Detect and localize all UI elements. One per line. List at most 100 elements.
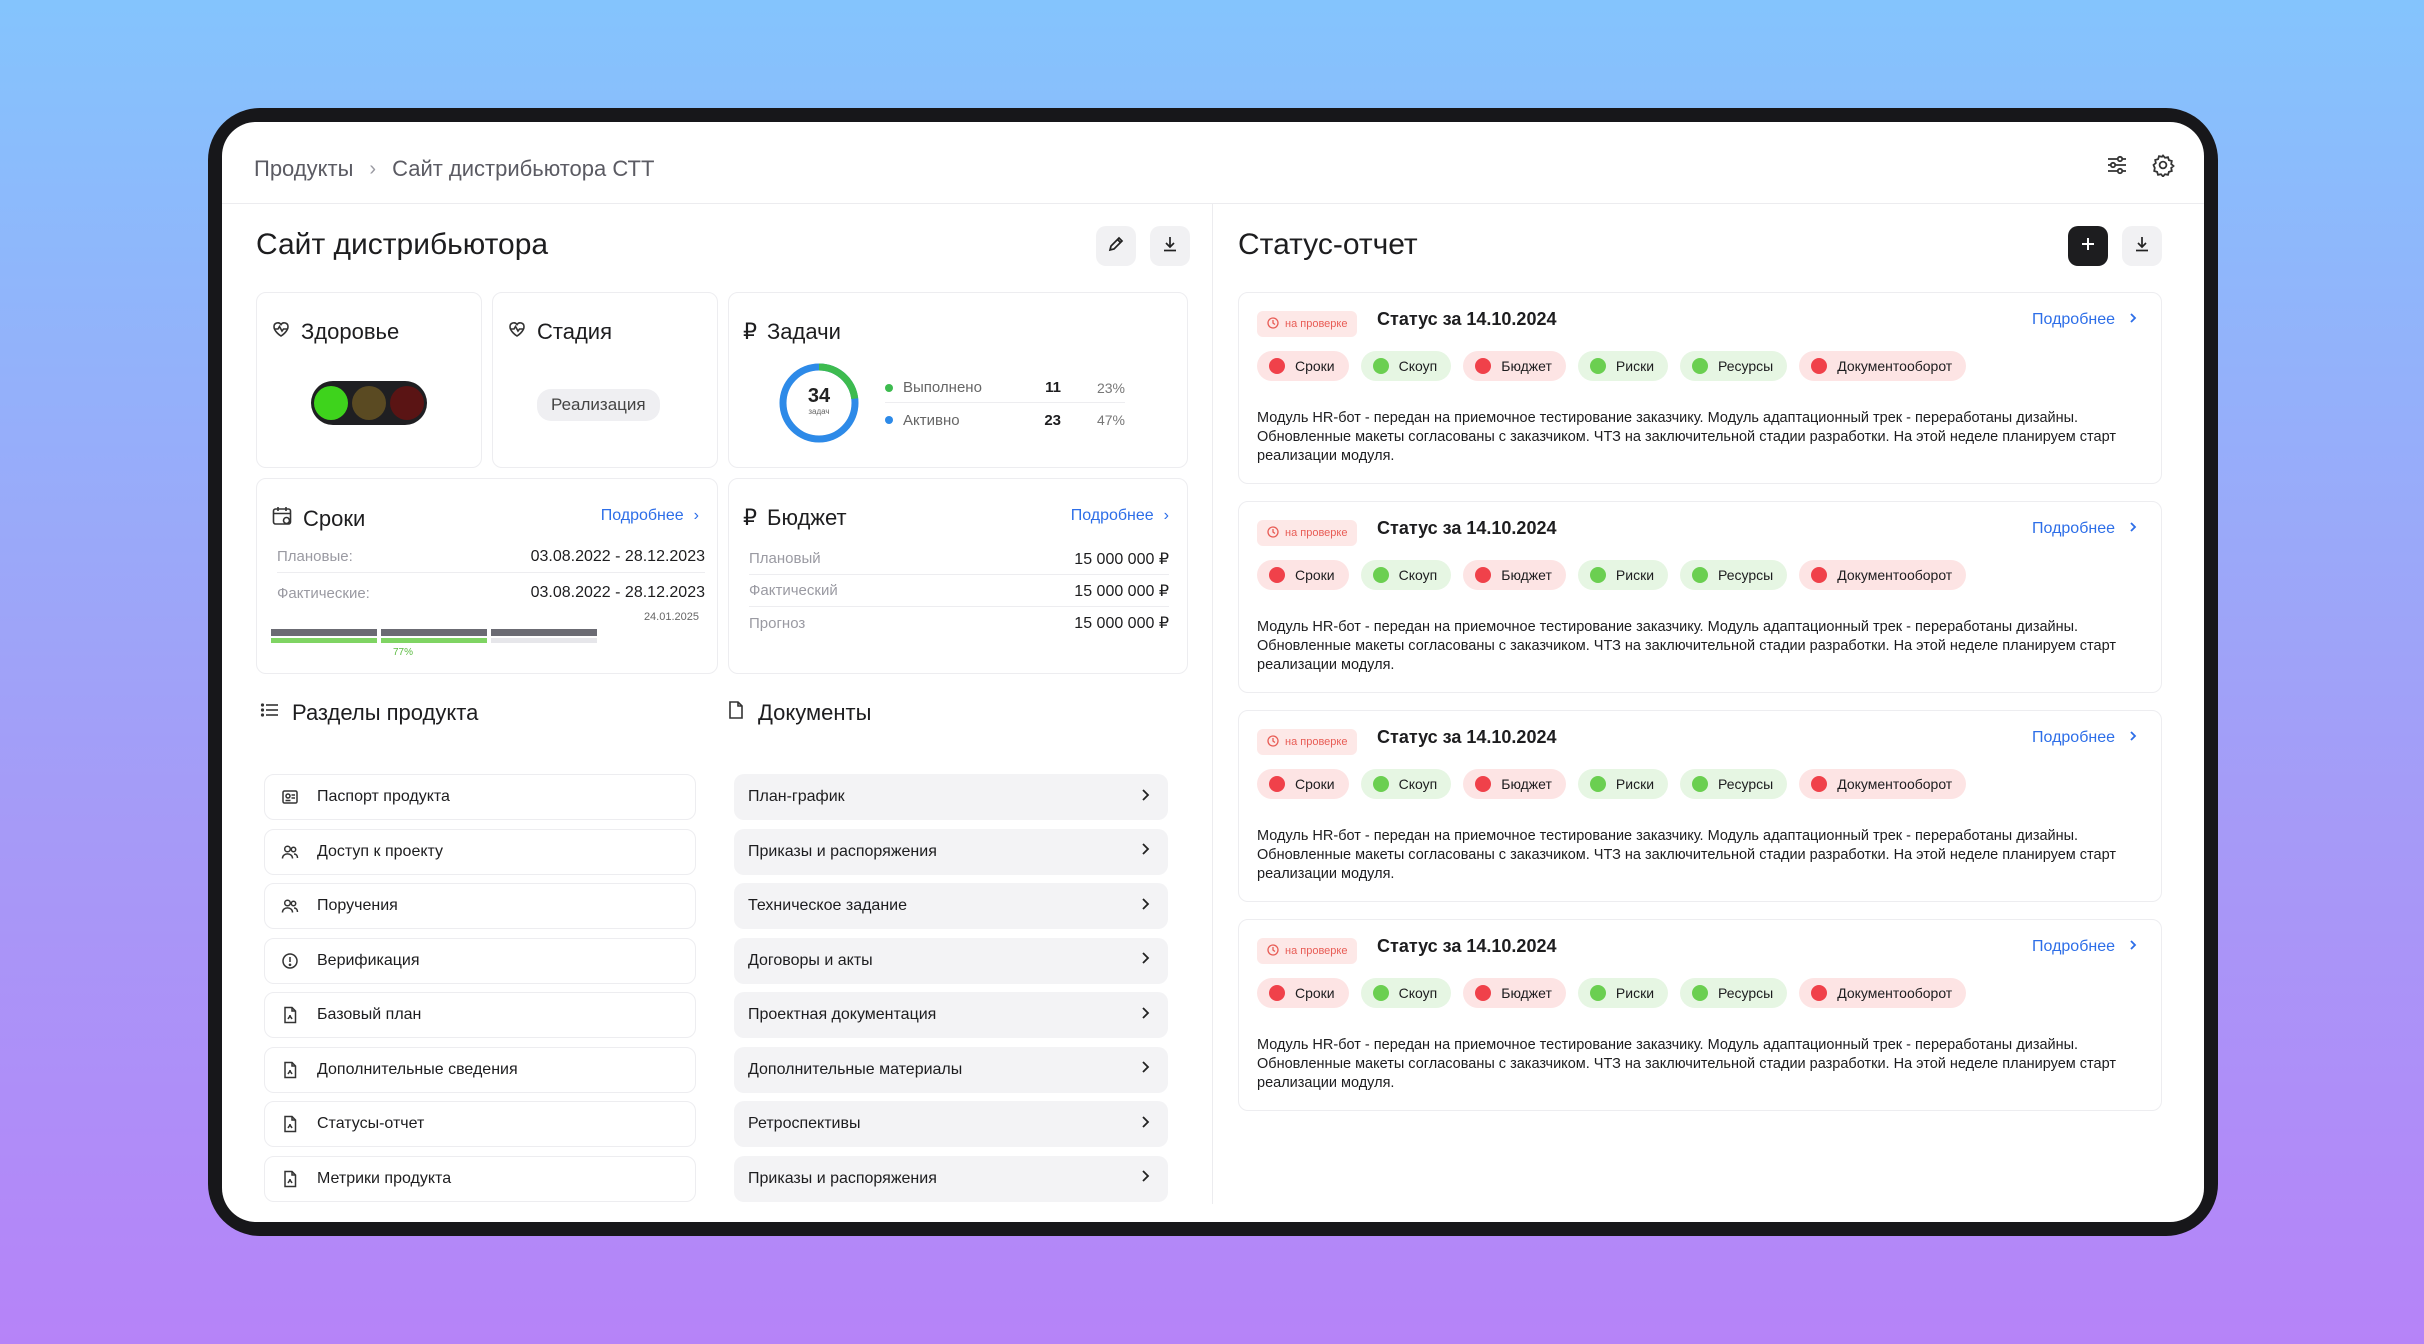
progress-segment bbox=[271, 629, 377, 645]
document-item[interactable]: Ретроспективы bbox=[734, 1101, 1168, 1147]
status-tag: Бюджет bbox=[1463, 351, 1566, 381]
add-report-button[interactable] bbox=[2068, 226, 2108, 266]
document-item-label: План-график bbox=[748, 788, 845, 805]
stage-card: Стадия Реализация bbox=[492, 292, 718, 468]
status-tag: Скоуп bbox=[1360, 769, 1452, 799]
document-item-label: Договоры и акты bbox=[748, 951, 873, 969]
edit-button[interactable] bbox=[1096, 226, 1136, 266]
section-item[interactable]: Базовый план bbox=[264, 992, 696, 1038]
status-dot-icon bbox=[1589, 567, 1606, 583]
document-item[interactable]: Приказы и распоряжения bbox=[734, 1155, 1168, 1202]
document-item[interactable]: Проектная документация bbox=[734, 992, 1168, 1038]
status-dot-icon bbox=[1372, 567, 1389, 583]
status-tag: Скоуп bbox=[1360, 351, 1452, 381]
budget-row: Плановый 15 000 000 ₽ bbox=[749, 543, 1169, 575]
document-item-label: Приказы и распоряжения bbox=[748, 842, 937, 860]
chevron-right-icon bbox=[1138, 1115, 1152, 1134]
budget-row: Фактический 15 000 000 ₽ bbox=[749, 575, 1169, 607]
progress-segment bbox=[491, 629, 597, 645]
document-item-label: Приказы и распоряжения bbox=[748, 1169, 937, 1187]
today-date: 24.01.2025 bbox=[643, 611, 699, 623]
status-tags: Сроки Скоуп Бюджет Риски Ресурсы Документообо… bbox=[1257, 769, 1967, 799]
report-more-link[interactable]: Подробнее bbox=[2032, 311, 2139, 329]
document-item[interactable]: Договоры и акты bbox=[734, 937, 1168, 984]
budget-title: ₽ Бюджет bbox=[743, 505, 847, 530]
status-report-card: на проверке Статус за 14.10.2024 Подробнее… bbox=[1238, 710, 2162, 902]
status-tag: Сроки bbox=[1257, 978, 1349, 1008]
section-item-label: Базовый план bbox=[317, 1006, 422, 1023]
status-tag: Документооборот bbox=[1799, 351, 1967, 381]
stage-title: Стадия bbox=[507, 319, 612, 345]
document-item-label: Техническое задание bbox=[748, 897, 907, 914]
filter-sliders-icon[interactable] bbox=[2104, 152, 2130, 178]
breadcrumb-products[interactable]: Продукты bbox=[254, 156, 354, 181]
chevron-right-icon bbox=[1138, 1169, 1152, 1188]
active-dot-icon bbox=[885, 416, 893, 424]
page-title: Сайт дистрибьютора bbox=[256, 228, 549, 261]
status-tag: Скоуп bbox=[1360, 978, 1452, 1008]
report-text: Модуль HR-бот - передан на приемочное те… bbox=[1257, 1037, 2116, 1091]
section-item[interactable]: Поручения bbox=[264, 883, 696, 929]
status-dot-icon bbox=[1589, 358, 1606, 374]
ruble-icon: ₽ bbox=[743, 319, 757, 344]
status-dot-icon bbox=[1475, 776, 1492, 792]
tasks-card: ₽ Задачи 34 задач Выполнено 11 23% Актив… bbox=[728, 292, 1188, 468]
report-text: Модуль HR-бот - передан на приемочное те… bbox=[1257, 410, 2116, 464]
status-dot-icon bbox=[1692, 567, 1709, 583]
document-item[interactable]: План-график bbox=[734, 774, 1168, 820]
chevron-right-icon bbox=[1138, 897, 1152, 916]
status-dot-icon bbox=[1811, 776, 1828, 792]
section-item-label: Статусы-отчет bbox=[317, 1115, 425, 1132]
section-item[interactable]: Дополнительные сведения bbox=[264, 1046, 696, 1093]
report-text: Модуль HR-бот - передан на приемочное те… bbox=[1257, 619, 2116, 673]
download-button[interactable] bbox=[2122, 226, 2162, 266]
budget-more-link[interactable]: Подробнее › bbox=[1070, 507, 1169, 524]
status-tags: Сроки Скоуп Бюджет Риски Ресурсы Документообо… bbox=[1257, 560, 1967, 590]
status-dot-icon bbox=[1811, 985, 1828, 1001]
status-report-title: Статус-отчет bbox=[1238, 228, 1418, 261]
section-item[interactable]: Верификация bbox=[264, 937, 696, 984]
status-tag: Скоуп bbox=[1360, 560, 1452, 590]
document-icon bbox=[726, 700, 746, 726]
section-item[interactable]: Паспорт продукта bbox=[264, 774, 696, 820]
document-item[interactable]: Техническое задание bbox=[734, 883, 1168, 929]
review-badge: на проверке bbox=[1257, 729, 1358, 755]
chevron-right-icon bbox=[2127, 311, 2139, 329]
product-actions bbox=[1096, 226, 1190, 266]
status-dot-icon bbox=[1811, 567, 1828, 583]
chevron-right-icon bbox=[2127, 520, 2139, 538]
document-item[interactable]: Приказы и распоряжения bbox=[734, 828, 1168, 875]
alert-circle-icon bbox=[279, 950, 301, 972]
status-dot-icon bbox=[1269, 567, 1285, 583]
chevron-right-icon bbox=[2127, 938, 2139, 956]
file-icon bbox=[279, 1113, 301, 1135]
download-button[interactable] bbox=[1150, 226, 1190, 266]
report-more-link[interactable]: Подробнее bbox=[2032, 938, 2139, 956]
section-item[interactable]: Метрики продукта bbox=[264, 1155, 696, 1202]
traffic-light-green bbox=[314, 386, 348, 420]
section-item[interactable]: Доступ к проекту bbox=[264, 828, 696, 875]
chevron-right-icon bbox=[1138, 842, 1152, 861]
status-report-actions bbox=[2068, 226, 2162, 266]
document-item[interactable]: Дополнительные материалы bbox=[734, 1046, 1168, 1093]
status-tag: Риски bbox=[1577, 769, 1669, 799]
chevron-right-icon bbox=[1138, 1006, 1152, 1025]
status-tag: Сроки bbox=[1257, 769, 1349, 799]
file-icon bbox=[279, 1059, 301, 1081]
report-more-link[interactable]: Подробнее bbox=[2032, 729, 2139, 747]
column-divider bbox=[1212, 204, 1213, 1204]
stage-badge: Реализация bbox=[537, 389, 660, 421]
deadlines-more-link[interactable]: Подробнее › bbox=[600, 507, 699, 524]
breadcrumb-current: Сайт дистрибьютора СТТ bbox=[392, 156, 655, 181]
report-title: Статус за 14.10.2024 bbox=[1377, 936, 1557, 956]
deadlines-title: Сроки bbox=[271, 505, 365, 533]
report-more-link[interactable]: Подробнее bbox=[2032, 520, 2139, 538]
documents-title: Документы bbox=[726, 700, 871, 726]
report-title: Статус за 14.10.2024 bbox=[1377, 727, 1557, 747]
section-item[interactable]: Статусы-отчет bbox=[264, 1101, 696, 1147]
file-icon bbox=[279, 1004, 301, 1026]
users-icon bbox=[279, 895, 301, 917]
section-item-label: Дополнительные сведения bbox=[317, 1060, 518, 1078]
status-tag: Ресурсы bbox=[1680, 769, 1788, 799]
gear-icon[interactable] bbox=[2150, 152, 2176, 178]
